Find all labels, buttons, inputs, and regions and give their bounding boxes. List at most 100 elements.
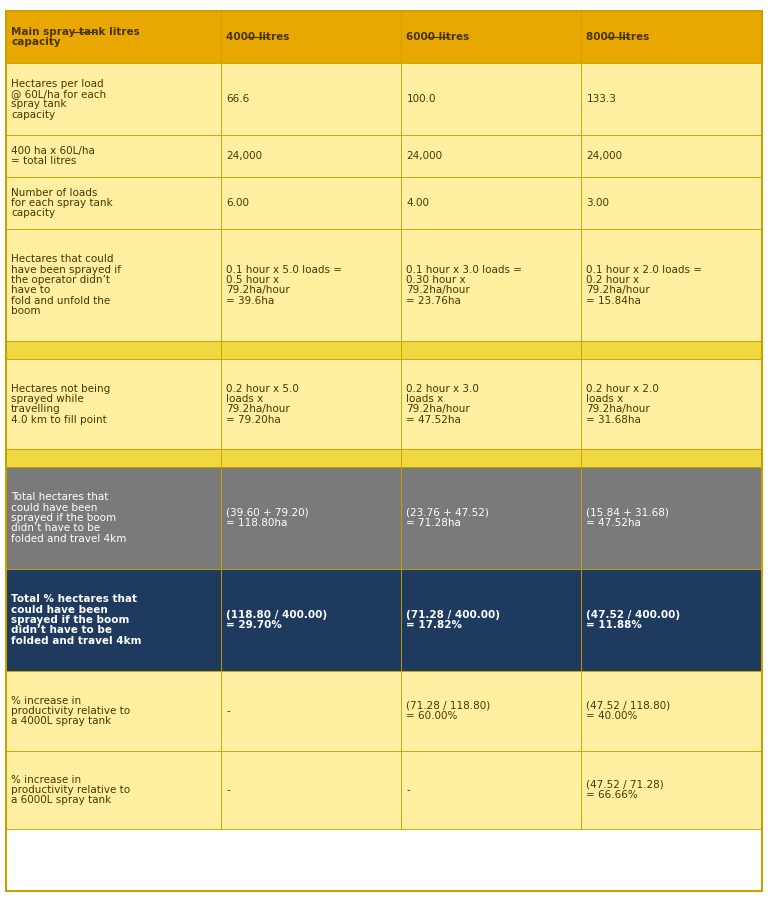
Text: (47.52 / 400.00): (47.52 / 400.00) [586, 609, 680, 620]
Bar [221, 135, 402, 178]
Text: 8000 litres: 8000 litres [586, 32, 650, 42]
Text: = 15.84ha: = 15.84ha [586, 295, 641, 305]
Text: 0.2 hour x 5.0: 0.2 hour x 5.0 [227, 383, 300, 393]
Text: 24,000: 24,000 [586, 151, 622, 161]
Text: Number of loads: Number of loads [11, 188, 98, 198]
Text: loads x: loads x [406, 393, 444, 403]
Text: Main spray tank litres: Main spray tank litres [11, 27, 140, 37]
Text: 0.2 hour x 2.0: 0.2 hour x 2.0 [586, 383, 659, 393]
Text: @ 60L/ha for each: @ 60L/ha for each [11, 88, 106, 99]
Text: 4000 litres: 4000 litres [227, 32, 290, 42]
Text: 100.0: 100.0 [406, 94, 436, 104]
Text: 0.2 hour x 3.0: 0.2 hour x 3.0 [406, 383, 479, 393]
Bar [402, 359, 581, 449]
Text: sprayed while: sprayed while [11, 393, 84, 403]
Text: 79.2ha/hour: 79.2ha/hour [227, 285, 290, 295]
Text: sprayed if the boom: sprayed if the boom [11, 614, 129, 624]
Text: = 79.20ha: = 79.20ha [227, 414, 281, 424]
Bar [221, 178, 402, 229]
Text: productivity relative to: productivity relative to [11, 784, 130, 794]
Text: folded and travel 4km: folded and travel 4km [11, 635, 141, 645]
Text: 79.2ha/hour: 79.2ha/hour [227, 404, 290, 414]
Bar [402, 178, 581, 229]
Bar [581, 178, 762, 229]
Text: -: - [406, 784, 410, 794]
Bar [6, 178, 221, 229]
Text: for each spray tank: for each spray tank [11, 198, 113, 207]
Bar [221, 229, 402, 341]
Bar [402, 341, 581, 359]
Bar [221, 467, 402, 569]
Bar [581, 750, 762, 829]
Text: 6.00: 6.00 [227, 198, 250, 207]
Text: Hectares not being: Hectares not being [11, 383, 111, 393]
Text: = 39.6ha: = 39.6ha [227, 295, 275, 305]
Text: 3.00: 3.00 [586, 198, 609, 207]
Bar [581, 359, 762, 449]
Text: 400 ha x 60L/ha: 400 ha x 60L/ha [11, 146, 95, 156]
Bar [221, 750, 402, 829]
Bar [402, 569, 581, 671]
Text: 79.2ha/hour: 79.2ha/hour [586, 404, 650, 414]
Text: 0.1 hour x 5.0 loads =: 0.1 hour x 5.0 loads = [227, 264, 343, 274]
Text: % increase in: % increase in [11, 695, 81, 705]
Text: boom: boom [11, 306, 41, 316]
Text: capacity: capacity [11, 208, 55, 218]
Bar [221, 449, 402, 467]
Text: 6000 litres: 6000 litres [406, 32, 470, 42]
Text: -: - [227, 705, 230, 715]
Bar [6, 750, 221, 829]
Text: 0.2 hour x: 0.2 hour x [586, 274, 640, 285]
Text: = 60.00%: = 60.00% [406, 711, 458, 721]
Text: 79.2ha/hour: 79.2ha/hour [586, 285, 650, 295]
Bar [221, 671, 402, 750]
Bar [581, 569, 762, 671]
Bar [221, 12, 402, 63]
Text: = 71.28ha: = 71.28ha [406, 518, 462, 528]
Text: Total hectares that: Total hectares that [11, 492, 108, 502]
Bar [581, 229, 762, 341]
Bar [581, 467, 762, 569]
Text: loads x: loads x [586, 393, 624, 403]
Bar [6, 341, 221, 359]
Text: Hectares that could: Hectares that could [11, 254, 114, 264]
Text: 79.2ha/hour: 79.2ha/hour [406, 285, 470, 295]
Text: Total % hectares that: Total % hectares that [11, 594, 137, 603]
Text: = 11.88%: = 11.88% [586, 620, 642, 630]
Bar [6, 229, 221, 341]
Text: % increase in: % increase in [11, 774, 81, 784]
Bar [6, 449, 221, 467]
Text: could have been: could have been [11, 604, 108, 614]
Text: capacity: capacity [11, 109, 55, 119]
Bar [6, 467, 221, 569]
Text: a 6000L spray tank: a 6000L spray tank [11, 795, 111, 805]
Text: 4.0 km to fill point: 4.0 km to fill point [11, 414, 107, 424]
Bar [402, 467, 581, 569]
Bar [6, 135, 221, 178]
Bar [402, 63, 581, 135]
Text: = 23.76ha: = 23.76ha [406, 295, 462, 305]
Bar [402, 229, 581, 341]
Text: didn’t have to be: didn’t have to be [11, 523, 100, 533]
Text: capacity: capacity [11, 37, 61, 47]
Bar [6, 63, 221, 135]
Bar [221, 341, 402, 359]
Text: Hectares per load: Hectares per load [11, 78, 104, 88]
Bar [6, 569, 221, 671]
Text: = 47.52ha: = 47.52ha [406, 414, 462, 424]
Text: (47.52 / 71.28): (47.52 / 71.28) [586, 779, 664, 789]
Bar [581, 135, 762, 178]
Text: could have been: could have been [11, 502, 98, 512]
Text: (39.60 + 79.20): (39.60 + 79.20) [227, 507, 309, 518]
Text: = 17.82%: = 17.82% [406, 620, 462, 630]
Text: = 40.00%: = 40.00% [586, 711, 637, 721]
Bar [402, 12, 581, 63]
Text: 0.1 hour x 2.0 loads =: 0.1 hour x 2.0 loads = [586, 264, 702, 274]
Text: the operator didn’t: the operator didn’t [11, 274, 110, 285]
Text: spray tank: spray tank [11, 99, 67, 109]
Bar [581, 341, 762, 359]
Text: travelling: travelling [11, 404, 61, 414]
Text: = total litres: = total litres [11, 156, 76, 166]
Text: 0.1 hour x 3.0 loads =: 0.1 hour x 3.0 loads = [406, 264, 522, 274]
Text: = 66.66%: = 66.66% [586, 789, 638, 799]
